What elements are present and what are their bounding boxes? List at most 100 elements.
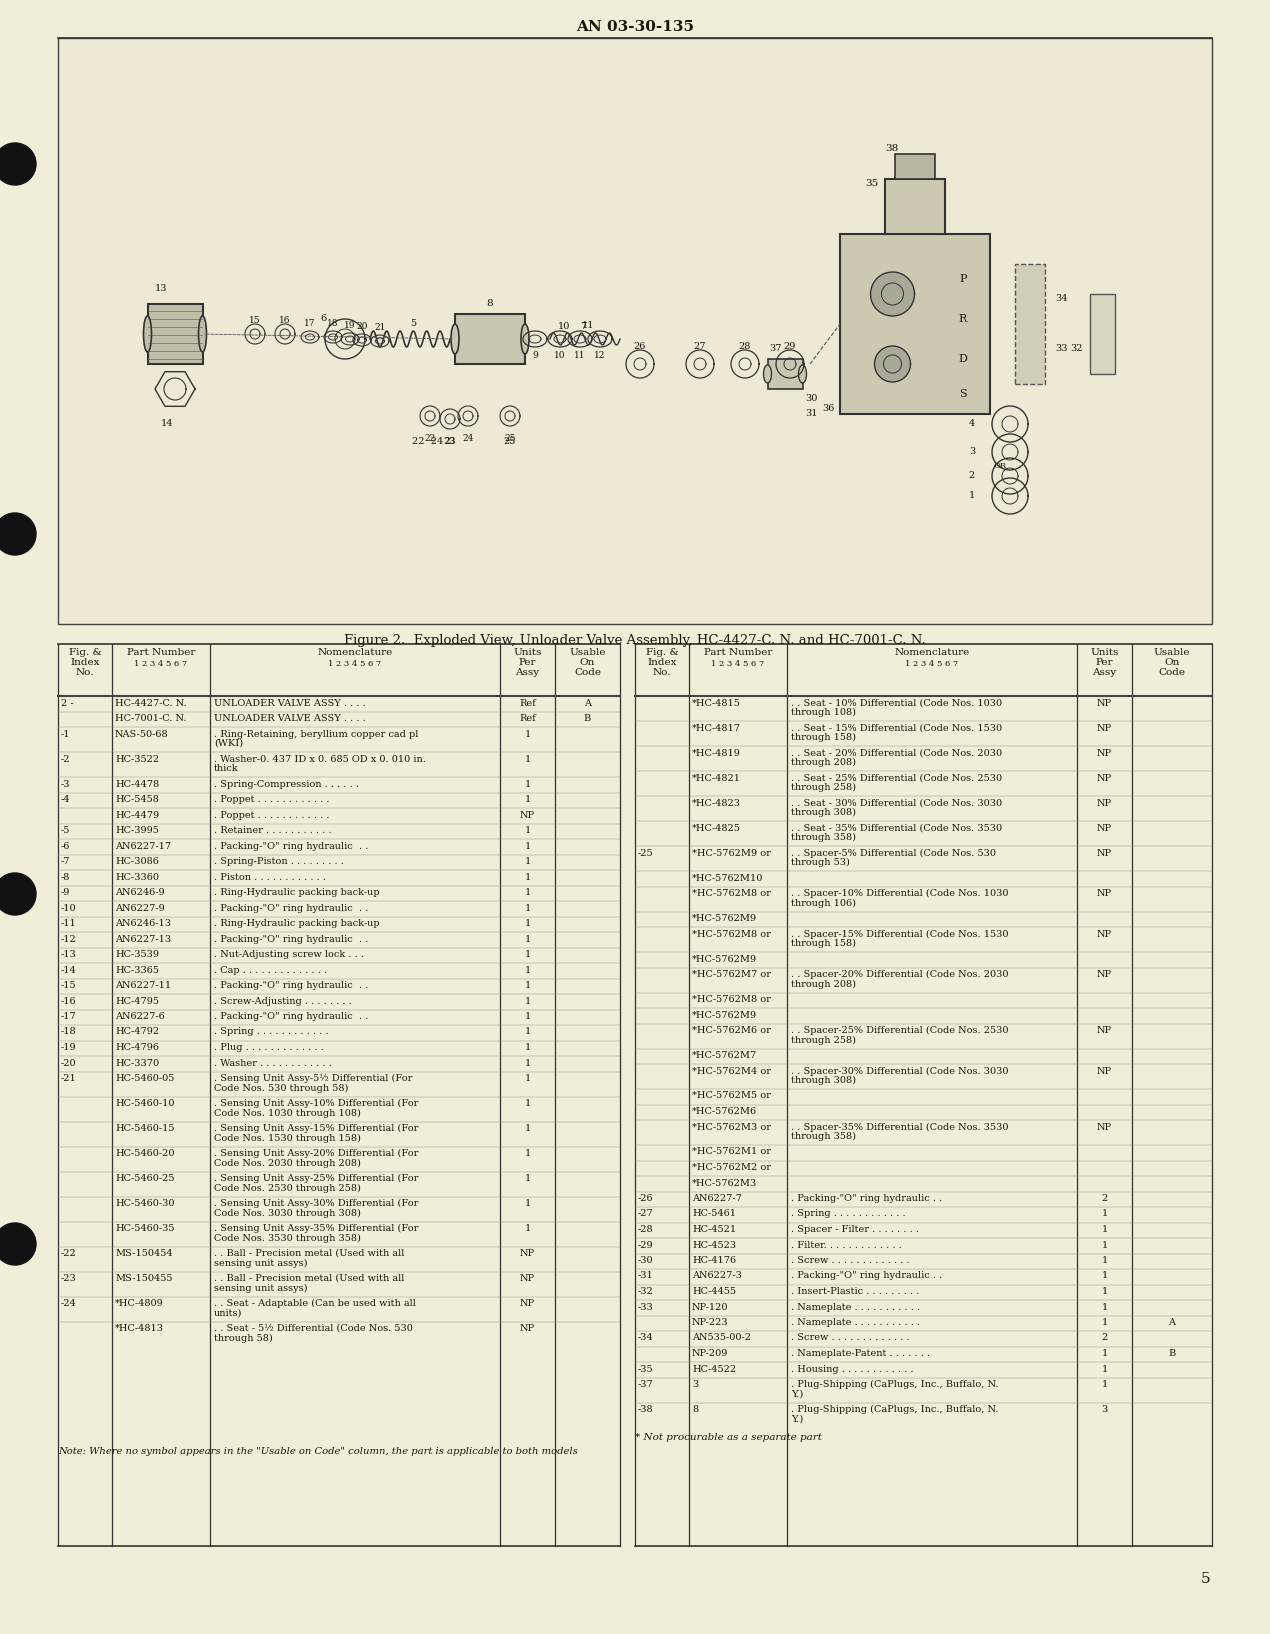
Text: 1: 1 xyxy=(525,755,531,763)
Text: . Nameplate . . . . . . . . . . .: . Nameplate . . . . . . . . . . . xyxy=(791,1319,921,1327)
Text: NP: NP xyxy=(1097,1026,1113,1034)
Text: 1: 1 xyxy=(525,1199,531,1208)
Text: . . Spacer-35% Differential (Code Nos. 3530: . . Spacer-35% Differential (Code Nos. 3… xyxy=(791,1123,1008,1132)
Text: 25: 25 xyxy=(504,436,516,446)
Text: . . Seat - 5½ Differential (Code Nos. 530: . . Seat - 5½ Differential (Code Nos. 53… xyxy=(215,1324,413,1333)
Text: MS-150454: MS-150454 xyxy=(116,1248,173,1258)
Text: 20: 20 xyxy=(357,322,368,332)
Text: through 358): through 358) xyxy=(791,1132,856,1141)
Ellipse shape xyxy=(198,315,207,351)
Text: *HC-4815: *HC-4815 xyxy=(692,698,740,708)
Text: 13: 13 xyxy=(155,284,168,292)
Text: -18: -18 xyxy=(61,1028,76,1036)
Text: . . Spacer-5% Differential (Code Nos. 530: . . Spacer-5% Differential (Code Nos. 53… xyxy=(791,848,996,858)
Text: Code Nos. 1530 through 158): Code Nos. 1530 through 158) xyxy=(215,1134,361,1142)
Text: HC-5458: HC-5458 xyxy=(116,796,159,804)
Text: 1: 1 xyxy=(525,856,531,866)
Text: HC-5460-25: HC-5460-25 xyxy=(116,1173,174,1183)
Text: -33: -33 xyxy=(638,1302,654,1312)
Text: *HC-4823: *HC-4823 xyxy=(692,799,740,807)
Text: through 58): through 58) xyxy=(215,1333,273,1343)
Text: AN6227-11: AN6227-11 xyxy=(116,980,171,990)
Text: . Screw-Adjusting . . . . . . . .: . Screw-Adjusting . . . . . . . . xyxy=(215,997,352,1005)
Text: . Ring-Hydraulic packing back-up: . Ring-Hydraulic packing back-up xyxy=(215,918,380,928)
Text: HC-5461: HC-5461 xyxy=(692,1209,737,1219)
Text: 1: 1 xyxy=(525,1042,531,1052)
Text: 10: 10 xyxy=(554,351,565,359)
Text: *HC-5762M8 or: *HC-5762M8 or xyxy=(692,889,771,899)
Text: . . Spacer-10% Differential (Code Nos. 1030: . . Spacer-10% Differential (Code Nos. 1… xyxy=(791,889,1008,899)
Text: . Packing-"O" ring hydraulic . .: . Packing-"O" ring hydraulic . . xyxy=(791,1194,942,1203)
Text: -1: -1 xyxy=(61,729,71,739)
Text: 1: 1 xyxy=(1101,1319,1107,1327)
Text: 6: 6 xyxy=(320,314,326,324)
Text: *HC-5762M3 or: *HC-5762M3 or xyxy=(692,1123,771,1131)
Text: 26: 26 xyxy=(634,342,646,351)
Text: 32: 32 xyxy=(1071,345,1082,353)
Text: HC-7001-C. N.: HC-7001-C. N. xyxy=(116,714,187,722)
Text: -35: -35 xyxy=(638,1364,654,1374)
Text: -31: -31 xyxy=(638,1271,654,1281)
Text: 1: 1 xyxy=(525,887,531,897)
Text: 1 2 3 4 5 6 7: 1 2 3 4 5 6 7 xyxy=(329,660,381,668)
Text: 5: 5 xyxy=(1200,1572,1210,1587)
Text: 1: 1 xyxy=(525,1059,531,1067)
Text: HC-4521: HC-4521 xyxy=(692,1226,737,1234)
Text: HC-3360: HC-3360 xyxy=(116,873,159,881)
Text: R: R xyxy=(959,314,968,324)
Text: . Poppet . . . . . . . . . . . .: . Poppet . . . . . . . . . . . . xyxy=(215,810,329,820)
Text: 1: 1 xyxy=(525,904,531,912)
Text: HC-4479: HC-4479 xyxy=(116,810,159,820)
Text: -32: -32 xyxy=(638,1288,654,1296)
Text: 15: 15 xyxy=(249,315,260,325)
Text: Part Number: Part Number xyxy=(127,649,196,657)
Text: *HC-4809: *HC-4809 xyxy=(116,1299,164,1307)
Text: 2: 2 xyxy=(1101,1194,1107,1203)
Text: . Housing . . . . . . . . . . . .: . Housing . . . . . . . . . . . . xyxy=(791,1364,913,1374)
Text: AN 03-30-135: AN 03-30-135 xyxy=(577,20,693,34)
Text: Index: Index xyxy=(70,659,100,667)
Text: . . Seat - Adaptable (Can be used with all: . . Seat - Adaptable (Can be used with a… xyxy=(215,1299,415,1309)
Text: 1: 1 xyxy=(1101,1209,1107,1219)
Text: HC-5460-05: HC-5460-05 xyxy=(116,1074,174,1083)
Text: HC-3539: HC-3539 xyxy=(116,949,159,959)
Text: HC-4522: HC-4522 xyxy=(692,1364,737,1374)
Text: Nomenclature: Nomenclature xyxy=(894,649,969,657)
Text: 16: 16 xyxy=(279,315,291,325)
Text: . . Spacer-30% Differential (Code Nos. 3030: . . Spacer-30% Differential (Code Nos. 3… xyxy=(791,1067,1008,1075)
Circle shape xyxy=(0,513,36,556)
Text: 9: 9 xyxy=(532,351,538,359)
Text: *HC-5762M3: *HC-5762M3 xyxy=(692,1178,757,1188)
Text: HC-3522: HC-3522 xyxy=(116,755,159,763)
Text: through 158): through 158) xyxy=(791,734,856,742)
Bar xyxy=(839,234,991,413)
Text: -4: -4 xyxy=(61,796,71,804)
Text: 1: 1 xyxy=(525,873,531,881)
Text: . Cap . . . . . . . . . . . . . .: . Cap . . . . . . . . . . . . . . xyxy=(215,966,328,974)
Text: 21: 21 xyxy=(375,324,386,332)
Text: Ref: Ref xyxy=(519,714,536,722)
Bar xyxy=(885,180,945,234)
Text: 1: 1 xyxy=(525,779,531,789)
Text: . Plug-Shipping (CaPlugs, Inc., Buffalo, N.: . Plug-Shipping (CaPlugs, Inc., Buffalo,… xyxy=(791,1381,998,1389)
Text: A: A xyxy=(1168,1319,1176,1327)
Text: On: On xyxy=(580,659,596,667)
Text: -6: -6 xyxy=(61,842,70,851)
Text: -27: -27 xyxy=(638,1209,654,1219)
Text: Code Nos. 530 through 58): Code Nos. 530 through 58) xyxy=(215,1083,348,1093)
Text: through 106): through 106) xyxy=(791,899,856,907)
Text: 31: 31 xyxy=(805,408,818,418)
Text: 1: 1 xyxy=(1101,1350,1107,1358)
Text: HC-5460-15: HC-5460-15 xyxy=(116,1124,174,1132)
Text: NP: NP xyxy=(1097,773,1113,783)
Text: 1: 1 xyxy=(1101,1226,1107,1234)
Text: -28: -28 xyxy=(638,1226,654,1234)
Text: *HC-4819: *HC-4819 xyxy=(692,748,740,758)
Bar xyxy=(1015,265,1045,384)
Text: (WKI): (WKI) xyxy=(215,739,243,748)
Text: 5: 5 xyxy=(410,319,417,328)
Text: 1: 1 xyxy=(525,827,531,835)
Text: . Packing-"O" ring hydraulic  . .: . Packing-"O" ring hydraulic . . xyxy=(215,1011,368,1021)
Text: *HC-5762M2 or: *HC-5762M2 or xyxy=(692,1163,771,1172)
Text: 23: 23 xyxy=(444,436,456,446)
